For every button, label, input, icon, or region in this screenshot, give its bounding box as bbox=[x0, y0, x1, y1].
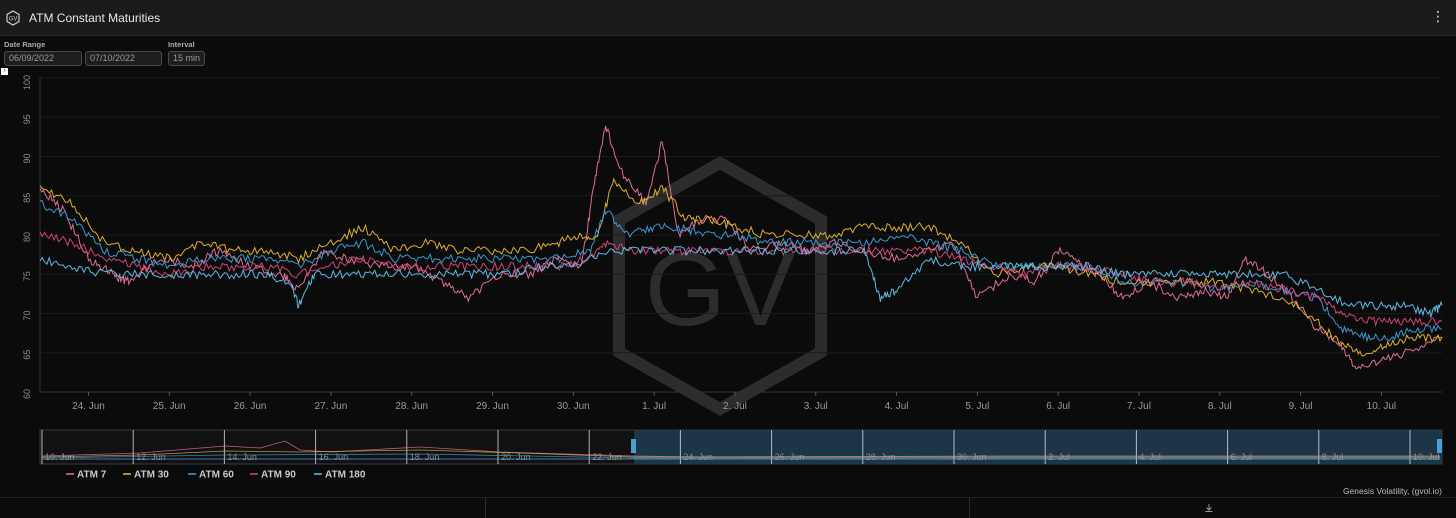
series-line-atm-7[interactable] bbox=[39, 125, 1443, 370]
x-tick-label: 2. Jul bbox=[723, 401, 747, 412]
navigator-tick-label: 16. Jun bbox=[319, 452, 349, 462]
series-line-atm-90[interactable] bbox=[39, 231, 1443, 328]
legend-label: ATM 180 bbox=[325, 470, 366, 481]
x-tick-label: 27. Jun bbox=[314, 401, 347, 412]
legend-item-atm-30[interactable]: ATM 30 bbox=[123, 470, 169, 481]
x-tick-label: 5. Jul bbox=[965, 401, 989, 412]
y-tick-label: 100 bbox=[22, 75, 32, 90]
y-tick-label: 70 bbox=[22, 311, 32, 321]
zoom-reset-button[interactable]: › bbox=[1, 68, 8, 75]
x-tick-label: 29. Jun bbox=[476, 401, 509, 412]
navigator[interactable]: 10. Jun 12. Jun 14. Jun 16. Jun 18. Jun 20. J… bbox=[39, 429, 1443, 465]
legend-label: ATM 60 bbox=[199, 470, 234, 481]
y-tick-label: 95 bbox=[22, 114, 32, 124]
navigator-series-line bbox=[41, 453, 1440, 459]
credit-text: Genesis Volatility, (gvol.io) bbox=[1342, 486, 1442, 496]
legend-item-atm-7[interactable]: ATM 7 bbox=[66, 470, 107, 481]
date-range-label: Date Range bbox=[4, 40, 46, 49]
x-tick-label: 30. Jun bbox=[557, 401, 590, 412]
x-tick-label: 8. Jul bbox=[1208, 401, 1232, 412]
gv-logo-icon: GV bbox=[5, 9, 21, 26]
chart-svg[interactable]: GV 60 65 70 75 80 85 90 95 100 24. Jun 25. Jun 26.… bbox=[0, 0, 1456, 497]
legend: ATM 7 ATM 30 ATM 60 ATM 90 ATM 180 bbox=[66, 470, 366, 481]
navigator-tick-label: 20. Jun bbox=[501, 452, 531, 462]
legend-label: ATM 7 bbox=[77, 470, 107, 481]
x-tick-label: 26. Jun bbox=[234, 401, 267, 412]
legend-label: ATM 30 bbox=[134, 470, 169, 481]
x-tick-label: 6. Jul bbox=[1046, 401, 1070, 412]
end-date-input[interactable]: 07/10/2022 bbox=[85, 51, 162, 66]
interval-select[interactable]: 15 min bbox=[168, 51, 205, 66]
gv-watermark: GV bbox=[613, 156, 827, 416]
series-line-atm-60[interactable] bbox=[39, 200, 1443, 343]
navigator-tick-label: 18. Jun bbox=[410, 452, 440, 462]
x-tick-label: 25. Jun bbox=[153, 401, 186, 412]
footer-bar bbox=[0, 497, 1456, 518]
download-icon[interactable] bbox=[1204, 503, 1214, 513]
legend-item-atm-90[interactable]: ATM 90 bbox=[250, 470, 296, 481]
window-header: GV ATM Constant Maturities ⋮ bbox=[0, 0, 1456, 36]
interval-label: Interval bbox=[168, 40, 195, 49]
navigator-right-handle[interactable] bbox=[1437, 439, 1442, 453]
x-tick-label: 10. Jul bbox=[1367, 401, 1396, 412]
navigator-tick-label: 22. Jun bbox=[592, 452, 622, 462]
legend-item-atm-180[interactable]: ATM 180 bbox=[314, 470, 366, 481]
window-title: ATM Constant Maturities bbox=[29, 10, 161, 25]
series-line-atm-30[interactable] bbox=[39, 177, 1443, 357]
navigator-tick-label: 12. Jun bbox=[136, 452, 166, 462]
y-tick-label: 85 bbox=[22, 193, 32, 203]
x-tick-label: 28. Jun bbox=[395, 401, 428, 412]
y-tick-label: 65 bbox=[22, 350, 32, 360]
navigator-left-handle[interactable] bbox=[631, 439, 636, 453]
navigator-tick-label: 14. Jun bbox=[227, 452, 257, 462]
x-tick-label: 9. Jul bbox=[1289, 401, 1313, 412]
y-tick-label: 80 bbox=[22, 232, 32, 242]
legend-item-atm-60[interactable]: ATM 60 bbox=[188, 470, 234, 481]
series-line-atm-180[interactable] bbox=[39, 245, 1443, 318]
y-tick-label: 75 bbox=[22, 271, 32, 281]
y-tick-label: 90 bbox=[22, 154, 32, 164]
start-date-input[interactable]: 06/09/2022 bbox=[4, 51, 82, 66]
x-tick-label: 1. Jul bbox=[642, 401, 666, 412]
x-tick-label: 3. Jul bbox=[804, 401, 828, 412]
svg-text:GV: GV bbox=[9, 16, 18, 22]
x-tick-label: 24. Jun bbox=[72, 401, 105, 412]
ellipsis-icon[interactable]: ⋮ bbox=[1431, 8, 1446, 24]
navigator-series-line bbox=[41, 449, 1440, 458]
x-tick-label: 7. Jul bbox=[1127, 401, 1151, 412]
x-tick-label: 4. Jul bbox=[885, 401, 909, 412]
y-tick-label: 60 bbox=[22, 389, 32, 399]
legend-label: ATM 90 bbox=[261, 470, 296, 481]
